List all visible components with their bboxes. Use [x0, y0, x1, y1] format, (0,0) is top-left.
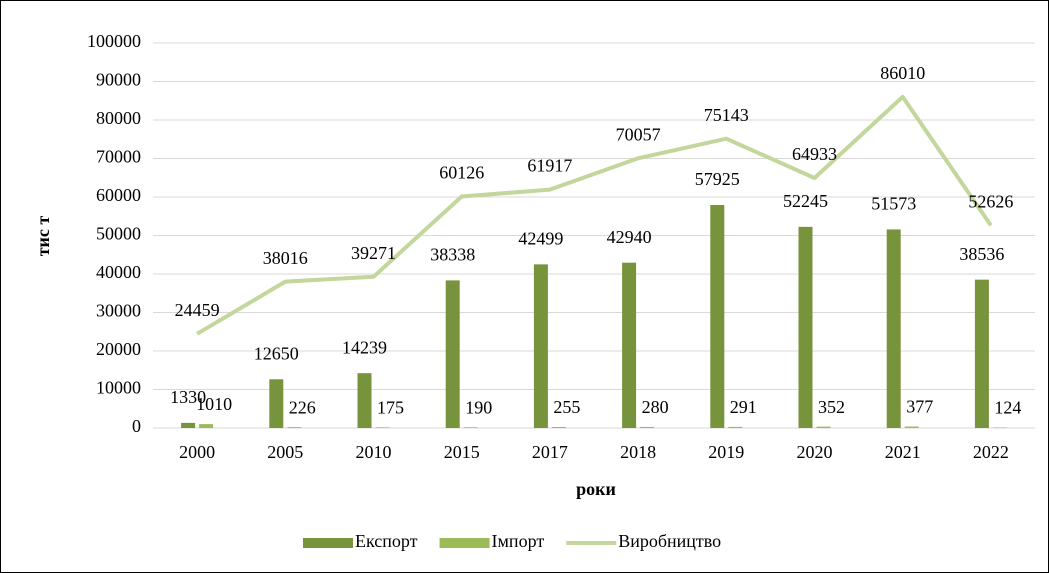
data-label: 86010 — [880, 63, 925, 83]
data-label: 52626 — [968, 192, 1013, 212]
data-label: 255 — [553, 397, 580, 417]
y-tick-label: 40000 — [96, 262, 141, 282]
data-label: 190 — [465, 397, 492, 417]
y-tick-label: 20000 — [96, 339, 141, 359]
bar — [886, 229, 901, 428]
x-tick-label: 2018 — [620, 442, 656, 462]
legend-swatch — [303, 538, 353, 548]
data-label: 38536 — [959, 244, 1004, 264]
data-label: 61917 — [527, 156, 572, 176]
x-tick-label: 2015 — [444, 442, 480, 462]
x-tick-label: 2019 — [708, 442, 744, 462]
bar — [728, 426, 743, 428]
bar — [551, 427, 566, 428]
legend-label: Виробництво — [618, 531, 721, 551]
data-label: 14239 — [342, 337, 387, 357]
bar — [375, 427, 390, 428]
data-label: 42940 — [607, 227, 652, 247]
y-tick-label: 100000 — [87, 31, 141, 51]
data-label: 291 — [730, 397, 757, 417]
y-axis-title: тис т — [33, 216, 53, 257]
data-label: 42499 — [518, 229, 563, 249]
y-tick-label: 10000 — [96, 378, 141, 398]
bar — [640, 426, 655, 428]
x-tick-label: 2021 — [885, 442, 921, 462]
bar — [199, 424, 214, 428]
bar — [463, 427, 478, 428]
bar — [287, 427, 302, 428]
data-label: 1330 — [170, 387, 206, 407]
data-label: 64933 — [792, 144, 837, 164]
data-label: 60126 — [439, 163, 484, 183]
x-tick-label: 2005 — [267, 442, 303, 462]
bar — [904, 426, 919, 428]
data-label: 280 — [642, 397, 669, 417]
y-tick-label: 30000 — [96, 301, 141, 321]
bar — [357, 373, 372, 428]
data-label: 124 — [994, 398, 1021, 418]
x-tick-label: 2022 — [973, 442, 1009, 462]
data-label: 70057 — [616, 124, 661, 144]
legend-label: Імпорт — [492, 531, 545, 551]
bar — [533, 264, 548, 428]
x-tick-label: 2000 — [179, 442, 215, 462]
line-series — [196, 94, 993, 336]
y-tick-label: 0 — [132, 416, 141, 436]
legend-label: Експорт — [355, 531, 418, 551]
bar — [445, 280, 460, 428]
x-tick-label: 2010 — [356, 442, 392, 462]
data-label: 175 — [377, 397, 404, 417]
data-label: 1010 — [196, 394, 232, 414]
bar — [710, 204, 725, 428]
data-label: 38016 — [263, 248, 308, 268]
y-tick-label: 70000 — [96, 147, 141, 167]
data-label: 57925 — [695, 169, 740, 189]
data-label: 24459 — [175, 300, 220, 320]
y-tick-label: 90000 — [96, 70, 141, 90]
bar — [798, 226, 813, 428]
data-label: 51573 — [871, 194, 916, 214]
bar — [974, 279, 989, 428]
data-label: 377 — [906, 397, 933, 417]
y-tick-label: 80000 — [96, 108, 141, 128]
x-tick-label: 2020 — [797, 442, 833, 462]
bar — [181, 422, 196, 428]
data-label: 352 — [818, 397, 845, 417]
x-axis-title: роки — [576, 479, 616, 499]
data-label: 75143 — [704, 105, 749, 125]
legend-swatch — [439, 538, 490, 548]
bar — [992, 427, 1007, 429]
x-tick-label: 2017 — [532, 442, 568, 462]
y-tick-label: 60000 — [96, 185, 141, 205]
data-label: 52245 — [783, 191, 828, 211]
data-label: 38338 — [430, 245, 475, 265]
bar — [269, 379, 284, 428]
data-label: 39271 — [351, 243, 396, 263]
y-tick-label: 50000 — [96, 224, 141, 244]
data-label: 226 — [289, 397, 316, 417]
bar — [622, 262, 637, 428]
data-label: 12650 — [254, 343, 299, 363]
bar — [816, 426, 831, 428]
